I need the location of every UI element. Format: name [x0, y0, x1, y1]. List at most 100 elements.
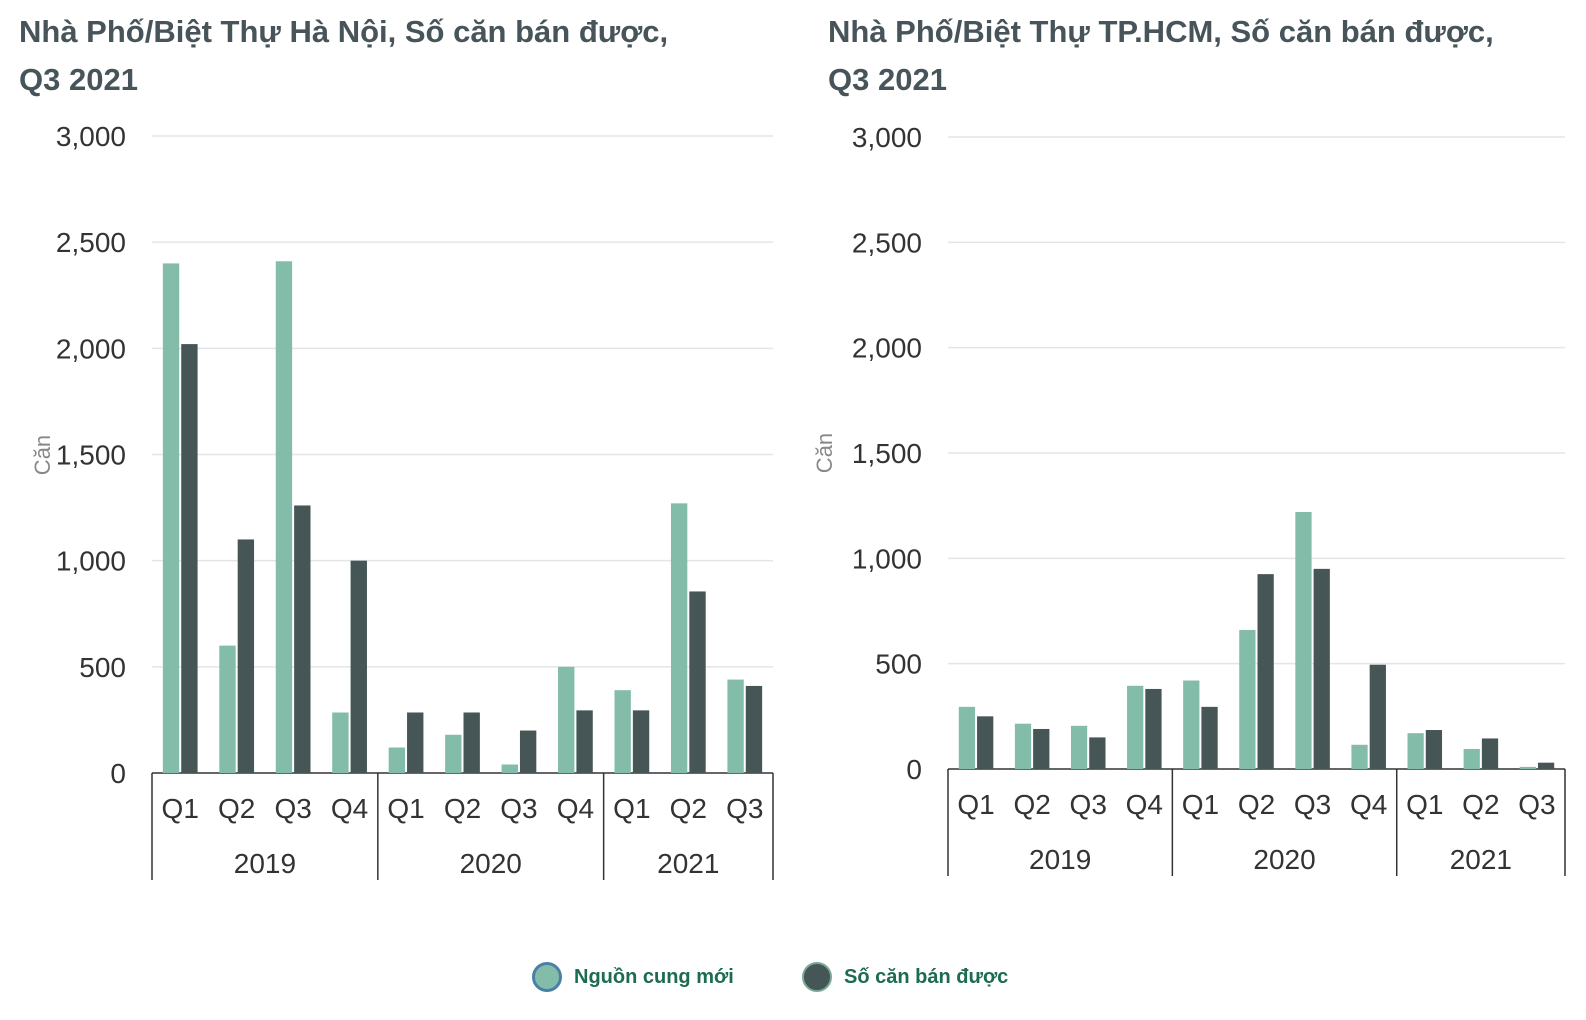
bar-new-supply: [1463, 748, 1480, 769]
bar-sold: [1425, 730, 1443, 769]
bar-new-supply: [614, 690, 631, 773]
x-group-label: 2021: [657, 848, 719, 879]
bar-sold: [519, 730, 537, 773]
bar-sold: [407, 712, 424, 773]
x-tick-label: Q2: [1462, 789, 1499, 820]
bar-new-supply: [219, 645, 236, 773]
x-tick-label: Q2: [218, 793, 255, 824]
x-group-label: 2020: [1253, 844, 1315, 875]
title-line-1: Nhà Phố/Biệt Thự Hà Nội, Số căn bán được…: [19, 14, 669, 49]
y-tick-label: 3,000: [56, 121, 126, 152]
bar-sold: [1481, 738, 1499, 769]
y-tick-label: 500: [875, 649, 922, 680]
y-tick-label: 500: [79, 652, 126, 683]
bar-sold: [237, 539, 255, 773]
bar-new-supply: [1295, 511, 1312, 769]
bar-sold: [689, 591, 706, 773]
bar-new-supply: [388, 747, 406, 773]
bar-sold: [350, 560, 367, 773]
y-tick-label: 2,500: [56, 227, 126, 258]
bar-new-supply: [1407, 733, 1424, 769]
x-tick-label: Q2: [1238, 789, 1275, 820]
x-tick-label: Q1: [613, 793, 650, 824]
bar-sold: [1033, 728, 1050, 769]
y-tick-label: 2,000: [852, 333, 922, 364]
x-tick-label: Q3: [1070, 789, 1107, 820]
bar-new-supply: [1519, 766, 1536, 769]
bar-sold: [1537, 762, 1555, 769]
x-tick-label: Q3: [726, 793, 763, 824]
bar-new-supply: [727, 679, 744, 773]
bar-new-supply: [501, 764, 518, 773]
x-tick-label: Q4: [557, 793, 594, 824]
x-tick-label: Q1: [957, 789, 994, 820]
bar-new-supply: [275, 261, 293, 773]
legend-label: Nguồn cung mới: [574, 965, 734, 988]
y-tick-label: 1,500: [56, 440, 126, 471]
legend-swatch-circle-icon: [532, 962, 562, 992]
x-group-label: 2019: [1029, 844, 1091, 875]
bar-new-supply: [558, 666, 575, 773]
bar-new-supply: [162, 263, 180, 773]
x-tick-label: Q3: [1294, 789, 1331, 820]
bar-sold: [1201, 706, 1218, 769]
bar-new-supply: [1014, 723, 1032, 769]
bar-new-supply: [1239, 629, 1256, 769]
legend-swatch-circle-icon: [802, 962, 832, 992]
y-axis-label: Căn: [812, 433, 837, 473]
bar-sold: [294, 505, 311, 773]
bar-new-supply: [958, 706, 976, 769]
bar-new-supply: [1127, 685, 1144, 769]
x-tick-label: Q1: [1406, 789, 1443, 820]
x-group-label: 2019: [234, 848, 296, 879]
y-tick-label: 1,500: [852, 438, 922, 469]
bar-new-supply: [332, 712, 349, 773]
y-tick-label: 2,000: [56, 333, 126, 364]
bar-sold: [977, 716, 994, 769]
y-tick-label: 0: [110, 758, 126, 789]
bar-new-supply: [1183, 680, 1200, 769]
bar-new-supply: [1351, 744, 1368, 769]
bar-sold: [463, 712, 480, 773]
bar-new-supply: [1070, 725, 1088, 769]
chart-title-hanoi: Nhà Phố/Biệt Thự Hà Nội, Số căn bán được…: [19, 8, 668, 104]
bar-new-supply: [670, 503, 688, 773]
y-tick-label: 0: [906, 754, 922, 785]
chart-title-hcm: Nhà Phố/Biệt Thự TP.HCM, Số căn bán được…: [828, 8, 1494, 104]
bar-sold: [1145, 688, 1162, 769]
legend-label: Số căn bán được: [844, 965, 1009, 988]
x-tick-label: Q4: [1126, 789, 1163, 820]
x-tick-label: Q1: [387, 793, 424, 824]
y-tick-label: 2,500: [852, 227, 922, 258]
x-tick-label: Q4: [1350, 789, 1387, 820]
y-axis-label: Căn: [30, 435, 55, 475]
x-tick-label: Q2: [670, 793, 707, 824]
bar-sold: [1369, 664, 1386, 769]
bar-sold: [1313, 568, 1330, 769]
x-tick-label: Q3: [1518, 789, 1555, 820]
y-tick-label: 1,000: [56, 546, 126, 577]
x-group-label: 2021: [1450, 844, 1512, 875]
title-line-2: Q3 2021: [19, 62, 138, 97]
title-line-2: Q3 2021: [828, 62, 947, 97]
title-line-1: Nhà Phố/Biệt Thự TP.HCM, Số căn bán được…: [828, 14, 1494, 49]
bar-new-supply: [445, 734, 462, 773]
x-tick-label: Q2: [1013, 789, 1050, 820]
legend-item-new-supply[interactable]: Nguồn cung mới: [532, 962, 734, 992]
y-tick-label: 1,000: [852, 543, 922, 574]
x-tick-label: Q1: [1182, 789, 1219, 820]
bar-sold: [1089, 737, 1106, 769]
x-tick-label: Q3: [500, 793, 537, 824]
legend-item-sold[interactable]: Số căn bán được: [802, 962, 1008, 992]
bar-sold: [1257, 574, 1274, 769]
bar-sold: [632, 710, 650, 773]
bar-sold: [745, 685, 763, 773]
y-tick-label: 3,000: [852, 122, 922, 153]
x-tick-label: Q1: [162, 793, 199, 824]
bar-sold: [181, 344, 198, 773]
x-tick-label: Q3: [274, 793, 311, 824]
x-tick-label: Q2: [444, 793, 481, 824]
bar-sold: [576, 710, 593, 773]
x-tick-label: Q4: [331, 793, 368, 824]
